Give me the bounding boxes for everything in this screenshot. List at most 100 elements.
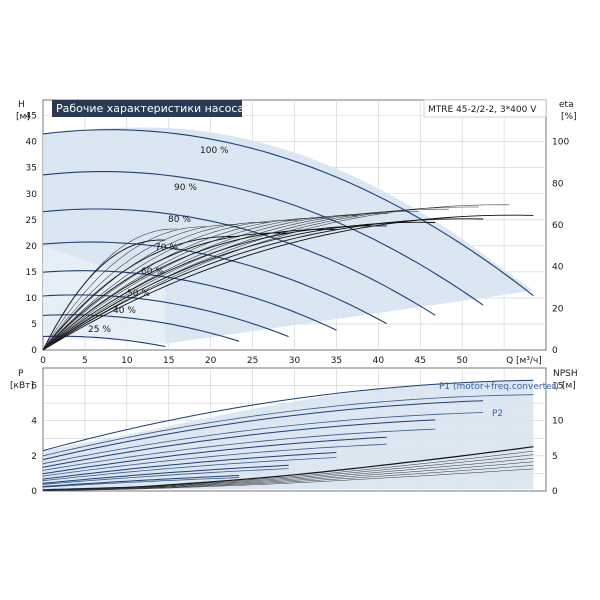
y2-tick-label: 100: [552, 138, 569, 148]
eta-curve-thin-9: [42, 208, 449, 351]
p-tick-label: 2: [31, 452, 37, 462]
x-tick-label: 0: [40, 356, 46, 366]
y-tick-label: 5: [31, 320, 37, 330]
p2-curve-100: [42, 394, 534, 457]
y2-tick-label: 20: [552, 304, 564, 314]
speed-label-50: 50 %: [127, 289, 150, 299]
power-plot: P1 (motor+freq.converter) P2 0 2 4 6 0 5 10 15: [31, 367, 564, 497]
p1-curve-100: [42, 379, 534, 452]
x-tick-label: 30: [289, 356, 301, 366]
y2-axis-unit-npsh: [м]: [562, 381, 576, 391]
npsh-curve: [42, 446, 534, 491]
y-tick-label: 0: [31, 346, 37, 356]
legend-p1: P1 (motor+freq.converter): [439, 382, 559, 392]
p1-curve-50: [42, 464, 289, 484]
y2-tick-label: 60: [552, 221, 564, 231]
speed-curve-50: [42, 294, 289, 338]
eta-curve-thin-5: [42, 217, 328, 351]
x-tick-label: 35: [331, 356, 342, 366]
speed-label-100: 100 %: [200, 146, 229, 156]
p-tick-label: 6: [31, 382, 37, 392]
speed-curve-60: [42, 270, 337, 331]
eta-curve-1: [42, 236, 240, 351]
x-tick-label: Q [м³/ч]: [506, 356, 542, 366]
speed-label-25: 25 %: [88, 325, 111, 335]
x-tick-label: 45: [415, 356, 426, 366]
y-tick-label: 20: [26, 242, 38, 252]
p2-curve-80: [42, 428, 436, 471]
x-tick-label: 50: [456, 356, 468, 366]
y2-axis-unit-eta: [%]: [561, 112, 577, 122]
npsh-tick-label: 0: [552, 487, 558, 497]
eta-curve-7: [42, 214, 534, 351]
eta-curve-thin-4: [42, 219, 298, 351]
y2-axis-label-eta: eta: [559, 100, 574, 110]
y2-tick-label: 0: [552, 346, 558, 356]
speed-curve-70: [42, 241, 387, 325]
chart-title: Рабочие характеристики насоса: [56, 102, 244, 115]
speed-label-40: 40 %: [113, 306, 136, 316]
x-tick-label: 20: [205, 356, 217, 366]
speed-label-90: 90 %: [174, 183, 197, 193]
y-axis-unit-h: [м]: [16, 112, 30, 122]
y-tick-label: 15: [26, 268, 37, 278]
npsh-tick-label: 5: [552, 452, 558, 462]
y-tick-label: 45: [26, 112, 37, 122]
eta-curve-0: [42, 239, 166, 351]
chart-title-box: [52, 100, 242, 117]
eta-curve-thin-10: [42, 206, 479, 351]
npsh-tick-label: 15: [552, 382, 563, 392]
p-tick-label: 0: [31, 487, 37, 497]
p1-curve-40: [42, 475, 240, 487]
x-tick-label: 10: [121, 356, 133, 366]
p-tick-label: 4: [31, 417, 37, 427]
eta-curve-thin-1: [42, 226, 208, 351]
speed-curve-40: [42, 314, 240, 342]
y2-tick-label: 40: [552, 263, 564, 273]
y-tick-label: 10: [26, 294, 38, 304]
x-tick-label: 40: [373, 356, 385, 366]
p1-curve-80: [42, 419, 436, 468]
p2-curve-60: [42, 457, 337, 482]
p2-curve-70: [42, 443, 387, 477]
eta-curve-thin-6: [42, 215, 359, 351]
speed-curve-100: [42, 129, 534, 297]
x-tick-label: 15: [163, 356, 174, 366]
npsh-curve-thin-2: [42, 461, 534, 491]
npsh-curve-thin-3: [42, 457, 534, 491]
envelope-light-band: [43, 133, 166, 344]
y-tick-label: 35: [26, 164, 37, 174]
speed-curve-80: [42, 208, 436, 316]
x-tick-label: 5: [82, 356, 88, 366]
eta-curve-thin-7: [42, 213, 389, 351]
speed-curve-90: [42, 171, 484, 306]
p2-curve-50: [42, 468, 289, 485]
model-box: [423, 99, 547, 118]
speed-label-80: 80 %: [168, 215, 191, 225]
y-tick-label: 30: [26, 190, 38, 200]
npsh-curve-thin-4: [42, 454, 534, 491]
p1-curve-60: [42, 452, 337, 480]
x-tick-label: 25: [247, 356, 258, 366]
p2-curve-90: [42, 412, 484, 465]
y2-tick-label: 80: [552, 179, 564, 189]
model-label: MTRE 45-2/2-2, 3*400 V: [428, 105, 537, 115]
eta-curve-thin-3: [42, 222, 268, 351]
y-axis-label-h: H: [18, 100, 25, 110]
y-tick-label: 40: [26, 138, 38, 148]
y-tick-label: 25: [26, 216, 37, 226]
p2-curve-40: [42, 477, 240, 488]
y-axis-unit-p: [кВт]: [10, 381, 34, 391]
eta-curve-thin-2: [42, 224, 238, 351]
p1-curve-90: [42, 400, 484, 461]
head-plot: 100 %90 %80 %70 %60 %50 %40 %25 %0 5 10 15 2…: [26, 99, 569, 366]
p1-curve-70: [42, 436, 387, 475]
eta-curve-thin-0: [42, 228, 178, 351]
y-axis-label-p: P: [18, 369, 24, 379]
eta-curve-thin-11: [42, 204, 510, 351]
speed-label-70: 70 %: [155, 243, 178, 253]
operating-envelope: [43, 127, 534, 344]
legend-p2: P2: [492, 409, 503, 419]
eta-curve-thin-8: [42, 211, 419, 351]
